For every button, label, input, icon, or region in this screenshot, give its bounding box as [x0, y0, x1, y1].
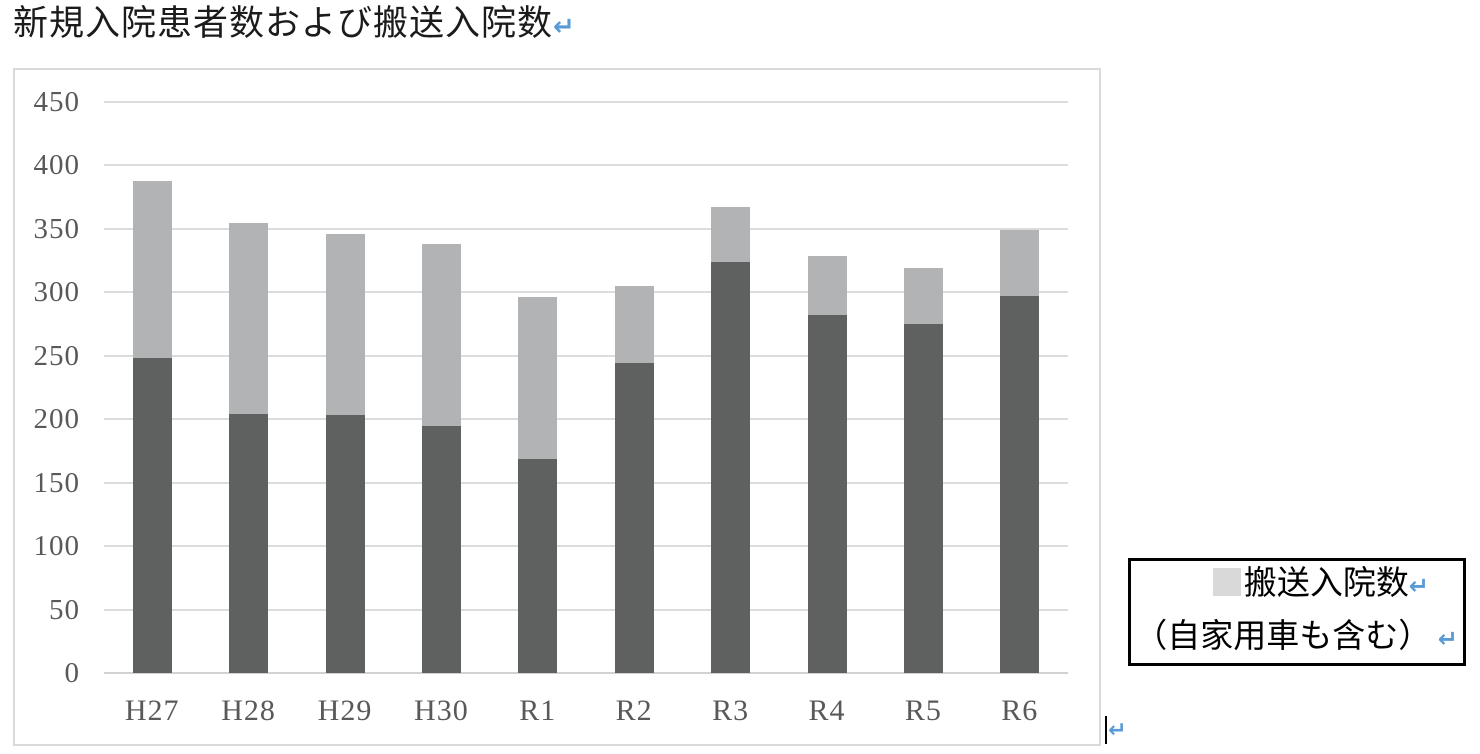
paragraph-mark-icon: ↵	[1108, 718, 1127, 743]
bar-segment-series2	[421, 244, 461, 426]
bar-segment-series2	[614, 285, 654, 364]
x-axis-tick-label: R6	[1001, 694, 1039, 727]
bar-segment-series1	[711, 261, 751, 673]
legend-label-line2: （自家用車も含む）	[1134, 619, 1432, 655]
bar-segment-series2	[807, 255, 847, 316]
bar-segment-series2	[1000, 230, 1040, 297]
gridline	[104, 164, 1068, 167]
bar-segment-series1	[1000, 296, 1040, 673]
paragraph-mark-icon: ↵	[1408, 572, 1429, 600]
bar-segment-series2	[229, 222, 269, 415]
x-axis-tick-label: H28	[221, 694, 276, 727]
bar-segment-series1	[421, 425, 461, 673]
bar-segment-series1	[807, 315, 847, 673]
bar-segment-series1	[132, 358, 172, 673]
y-axis-tick-label: 100	[33, 530, 80, 563]
y-axis-tick-label: 150	[33, 466, 80, 499]
page-title-text: 新規入院患者数および搬送入院数	[13, 4, 554, 43]
gridline	[104, 481, 1068, 484]
y-axis-tick-label: 400	[33, 149, 80, 182]
gridline	[104, 608, 1068, 611]
legend-box[interactable]: 搬送入院数↵ （自家用車も含む） ↵	[1128, 558, 1466, 666]
x-axis-line	[104, 672, 1068, 674]
y-axis-tick-label: 250	[33, 339, 80, 372]
chart-object[interactable]: 0 50 100 150 200 250 300 350 400 450 H27 H28 H29 H30 R…	[13, 68, 1101, 746]
bar-segment-series2	[711, 207, 751, 262]
bar-segment-series2	[325, 233, 365, 416]
paragraph-mark-icon: ↵	[553, 12, 575, 42]
paragraph-mark-icon: ↵	[1437, 625, 1458, 653]
bar-segment-series2	[132, 180, 172, 359]
x-axis-tick-label: R3	[712, 694, 750, 727]
bar-segment-series2	[518, 297, 558, 459]
gridline	[104, 545, 1068, 548]
y-axis-tick-label: 300	[33, 276, 80, 309]
gridline	[104, 354, 1068, 357]
legend-swatch-icon	[1212, 568, 1241, 596]
gridline	[104, 291, 1068, 294]
bar-segment-series1	[614, 363, 654, 673]
bar-segment-series1	[518, 458, 558, 673]
y-axis-tick-label: 450	[33, 86, 80, 118]
legend-label-line1: 搬送入院数	[1243, 566, 1409, 602]
legend-entry: 搬送入院数↵	[1131, 559, 1463, 612]
x-axis-tick-label: H27	[124, 694, 180, 727]
bar-segment-series2	[903, 268, 943, 325]
x-axis-tick-label: R5	[904, 694, 942, 727]
bar-segment-series1	[229, 414, 269, 673]
x-axis-tick-label: H30	[414, 694, 469, 727]
y-axis-tick-label: 50	[49, 593, 80, 626]
gridline	[104, 227, 1068, 230]
x-axis-tick-label: R4	[808, 694, 846, 727]
x-axis-tick-label: R1	[519, 694, 557, 727]
y-axis-tick-label: 0	[64, 657, 80, 689]
y-axis-tick-label: 200	[33, 403, 80, 436]
bar-segment-series1	[903, 324, 943, 673]
x-axis-tick-label: R2	[615, 694, 653, 727]
gridline	[104, 418, 1068, 421]
page-title: 新規入院患者数および搬送入院数↵	[13, 2, 575, 49]
y-axis-tick-label: 350	[33, 212, 80, 245]
legend-entry-wrap: （自家用車も含む） ↵	[1131, 612, 1463, 665]
gridline	[104, 101, 1068, 103]
bar-segment-series1	[325, 415, 365, 673]
x-axis-tick-label: H29	[317, 694, 373, 727]
text-cursor	[1105, 716, 1107, 744]
